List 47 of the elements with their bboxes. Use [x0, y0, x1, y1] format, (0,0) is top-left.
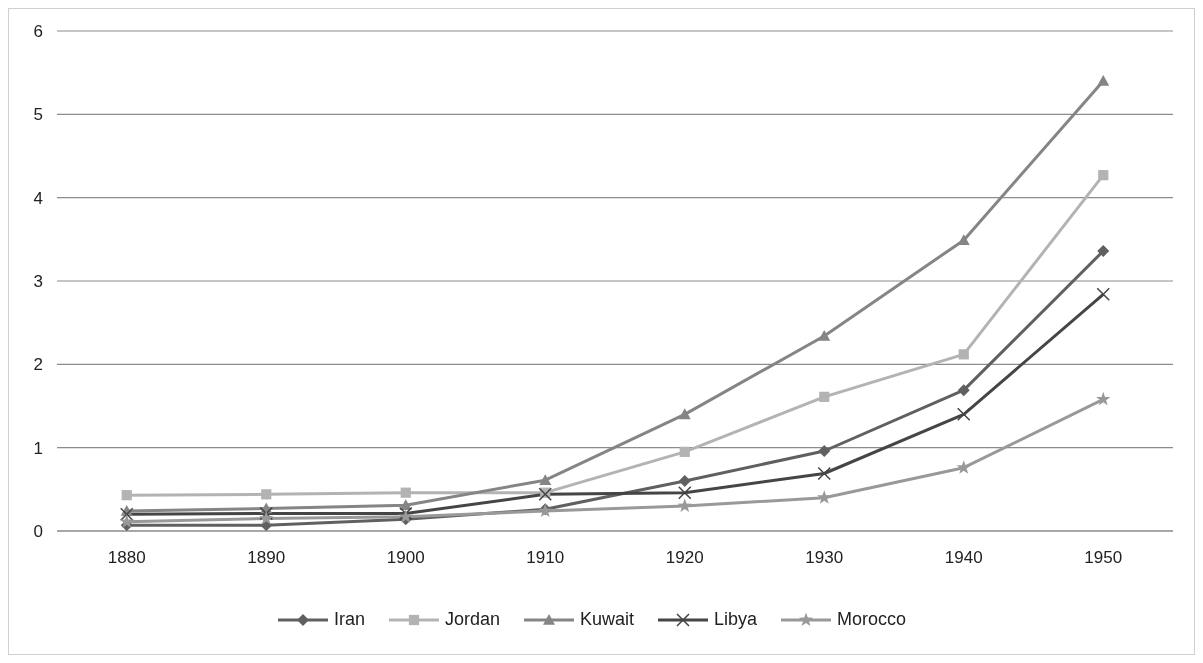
- legend-label: Morocco: [837, 609, 907, 630]
- point: [539, 474, 552, 485]
- point: [957, 407, 971, 422]
- y-tick-label: 0: [33, 522, 43, 542]
- point: [259, 506, 273, 521]
- point: [119, 514, 134, 528]
- x-tick-label: 1940: [944, 548, 983, 568]
- point: [958, 349, 969, 360]
- point: [261, 489, 272, 500]
- point: [678, 475, 691, 487]
- point: [1097, 75, 1110, 86]
- x-tick-label: 1900: [386, 548, 425, 568]
- point: [957, 384, 970, 397]
- point: [259, 511, 274, 525]
- point: [121, 490, 132, 501]
- point: [1096, 391, 1111, 406]
- legend-label: Iran: [333, 609, 365, 630]
- point: [817, 466, 831, 481]
- y-tick-label: 2: [33, 355, 43, 375]
- point: [1098, 170, 1109, 181]
- y-tick-label: 5: [33, 105, 43, 125]
- point: [956, 460, 971, 474]
- point: [819, 391, 830, 402]
- point: [538, 487, 552, 502]
- x-tick-label: 1890: [247, 548, 286, 568]
- legend-label: Libya: [714, 609, 758, 630]
- point: [678, 485, 692, 500]
- y-tick-label: 6: [33, 22, 43, 42]
- y-tick-label: 1: [33, 438, 43, 458]
- point: [1096, 287, 1110, 302]
- legend-label: Jordan: [444, 609, 500, 630]
- x-tick-label: 1930: [805, 548, 844, 568]
- x-tick-label: 1880: [107, 548, 146, 568]
- point: [818, 330, 831, 341]
- point: [677, 498, 692, 513]
- legend-label: Kuwait: [579, 609, 635, 630]
- x-tick-label: 1920: [665, 548, 704, 568]
- point: [120, 507, 134, 522]
- point: [1097, 245, 1110, 257]
- point: [678, 408, 691, 420]
- x-tick-label: 1910: [526, 548, 565, 568]
- x-tick-label: 1950: [1084, 548, 1123, 568]
- y-tick-label: 4: [33, 188, 43, 208]
- y-tick-label: 3: [33, 272, 43, 292]
- point: [400, 487, 411, 498]
- point: [818, 445, 831, 457]
- point: [679, 446, 690, 457]
